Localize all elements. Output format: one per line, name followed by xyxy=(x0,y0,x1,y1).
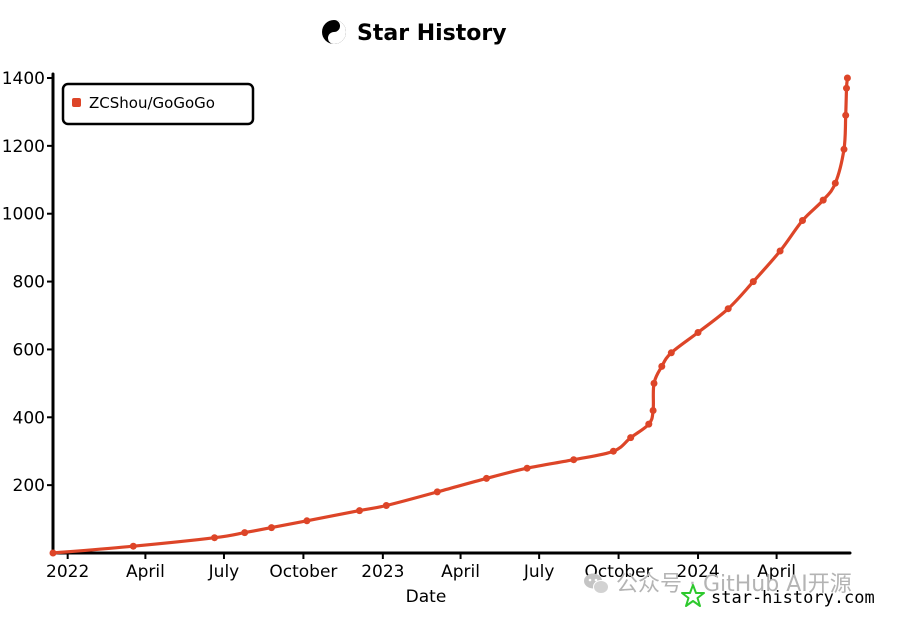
yin-yang-icon xyxy=(322,20,346,44)
y-tick-label: 1400 xyxy=(2,69,45,89)
y-tick-label: 800 xyxy=(13,273,45,293)
star-history-logo-icon xyxy=(681,584,705,607)
series-point xyxy=(609,447,617,455)
series-point xyxy=(649,407,657,414)
series-point xyxy=(724,305,732,313)
y-tick-label: 1000 xyxy=(2,205,45,225)
series-point xyxy=(658,362,666,370)
series-point xyxy=(819,196,827,204)
series-point xyxy=(667,349,675,357)
x-tick-label: October xyxy=(585,562,653,582)
series-point xyxy=(211,534,218,542)
series-point xyxy=(842,111,850,119)
series-point xyxy=(840,145,848,153)
series-point xyxy=(776,247,784,255)
series-point xyxy=(382,502,390,509)
series-point xyxy=(356,507,363,515)
legend-swatch xyxy=(72,98,81,107)
x-tick-label: April xyxy=(441,562,480,582)
series-point xyxy=(49,549,57,557)
wechat-icon xyxy=(584,573,609,594)
brand-text: star-history.com xyxy=(711,588,875,608)
x-tick-label: 2024 xyxy=(676,562,719,582)
series-point xyxy=(433,488,441,496)
series-point xyxy=(303,517,311,525)
series-point xyxy=(241,529,249,537)
series-point xyxy=(483,474,490,482)
watermark: 公众号 · GitHub AI开源 xyxy=(584,572,852,597)
y-axis-ticks: 200 400 600 800 1000 1200 1400 xyxy=(2,69,53,496)
series-point xyxy=(799,217,806,224)
chart-title: Star History xyxy=(357,21,507,46)
x-axis-ticks: 2022 April July October 2023 April July October… xyxy=(46,553,796,582)
y-tick-label: 200 xyxy=(13,476,45,496)
brand: star-history.com xyxy=(681,584,875,608)
series-point xyxy=(694,329,702,336)
legend-box xyxy=(61,82,255,126)
series-point xyxy=(843,74,851,82)
x-tick-label: April xyxy=(126,562,165,582)
series-point xyxy=(749,278,757,286)
series-point xyxy=(843,84,850,92)
x-tick-label: October xyxy=(269,562,337,582)
x-tick-label: 2022 xyxy=(46,562,89,582)
series-point xyxy=(268,524,275,532)
x-tick-label: July xyxy=(523,562,555,582)
series-point xyxy=(650,379,658,387)
series-point xyxy=(645,420,653,428)
series-point xyxy=(627,434,635,442)
y-tick-label: 600 xyxy=(13,340,45,360)
legend-series-name: ZCShou/GoGoGo xyxy=(89,94,215,112)
x-tick-label: April xyxy=(757,562,796,582)
series-layer xyxy=(49,74,851,557)
watermark-text: 公众号 · GitHub AI开源 xyxy=(616,572,852,597)
series-line xyxy=(51,76,849,555)
series-point xyxy=(129,542,137,550)
x-tick-label: July xyxy=(208,562,240,582)
series-point xyxy=(523,464,531,472)
x-axis-label: Date xyxy=(406,587,447,607)
chart-title-group: Star History xyxy=(322,20,507,46)
y-tick-label: 1200 xyxy=(2,137,45,157)
legend: ZCShou/GoGoGo xyxy=(61,82,255,126)
series-point xyxy=(570,456,578,464)
series-point xyxy=(831,179,839,187)
x-tick-label: 2023 xyxy=(361,562,404,582)
y-tick-label: 400 xyxy=(13,408,45,428)
